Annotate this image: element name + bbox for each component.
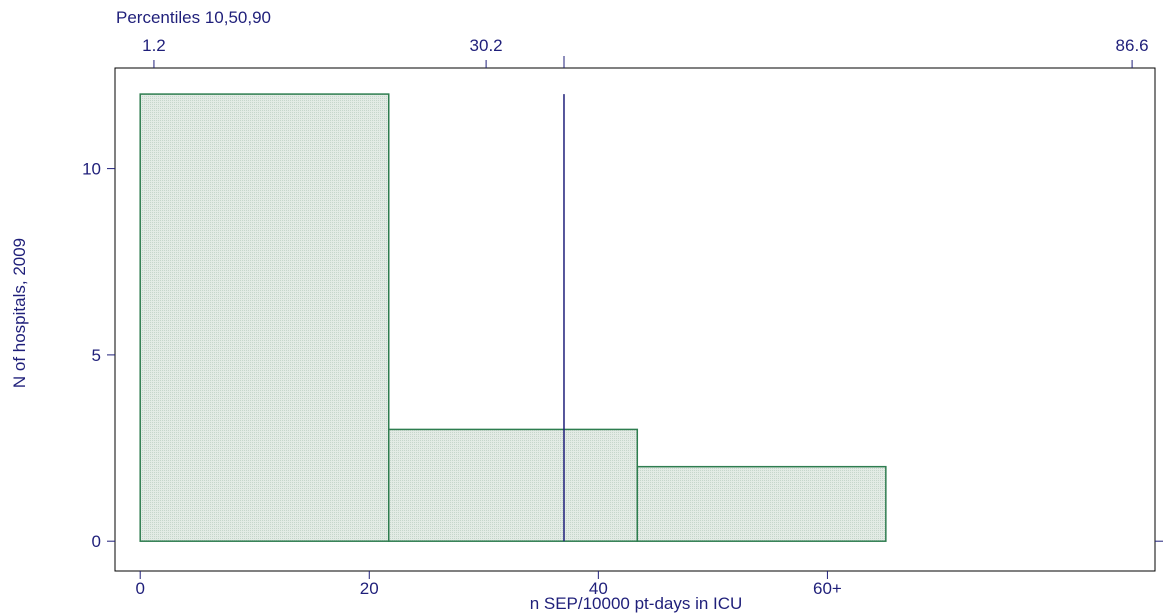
y-axis-label: N of hospitals, 2009 bbox=[10, 238, 29, 388]
x-axis-label: n SEP/10000 pt-days in ICU bbox=[530, 594, 743, 613]
y-tick-label: 5 bbox=[92, 346, 101, 365]
percentile-tick-label: 30.2 bbox=[470, 36, 503, 55]
histogram-bar-2 bbox=[387, 428, 639, 542]
y-tick-label: 10 bbox=[82, 160, 101, 179]
x-tick-label: 0 bbox=[135, 579, 144, 598]
percentiles-title: Percentiles 10,50,90 bbox=[116, 8, 271, 27]
histogram-bar-3 bbox=[636, 465, 887, 542]
plot-frame bbox=[114, 67, 1156, 572]
x-tick-label: 40 bbox=[589, 579, 608, 598]
histogram-bar-1 bbox=[139, 93, 390, 542]
percentile-tick-label: 1.2 bbox=[142, 36, 166, 55]
percentile-tick-label: 86.6 bbox=[1116, 36, 1149, 55]
x-tick-label: 20 bbox=[360, 579, 379, 598]
y-tick-label: 0 bbox=[92, 532, 101, 551]
x-tick-label: 60+ bbox=[813, 579, 842, 598]
